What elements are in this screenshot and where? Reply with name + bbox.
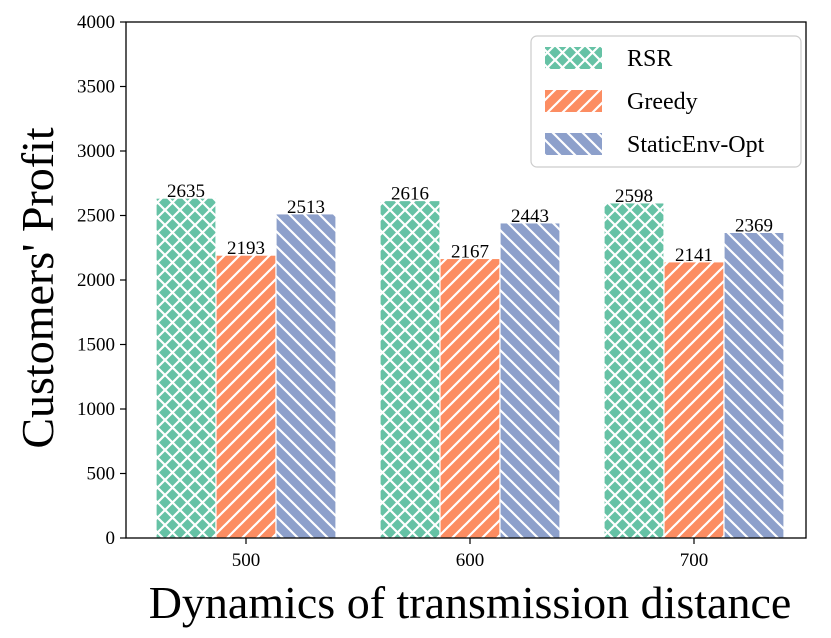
data-label-greedy-500: 2193 (227, 238, 265, 259)
legend-swatch-hatch-staticenv-opt (545, 133, 602, 155)
x-axis: 500 600 700 (232, 538, 709, 571)
y-axis: 0 500 1000 1500 2000 2500 3000 3500 4000 (77, 12, 126, 549)
y-tick-label: 3500 (77, 77, 115, 98)
bar-hatch-rsr-500 (156, 198, 216, 538)
data-label-rsr-700: 2598 (615, 186, 653, 207)
data-label-staticenv-opt-600: 2443 (511, 206, 549, 227)
y-axis-label: Customers' Profit (12, 127, 63, 449)
legend-label-staticenv-opt: StaticEnv-Opt (627, 132, 765, 158)
bar-hatch-staticenv-opt-500 (276, 213, 336, 538)
y-tick-label: 1000 (77, 399, 115, 420)
bar-hatch-staticenv-opt-600 (500, 222, 560, 538)
x-tick-label: 600 (456, 550, 485, 571)
legend-label-rsr: RSR (627, 46, 672, 72)
bar-hatch-greedy-700 (664, 261, 724, 538)
y-tick-label: 4000 (77, 12, 115, 33)
y-tick-label: 3000 (77, 141, 115, 162)
data-label-staticenv-opt-500: 2513 (287, 197, 325, 218)
data-label-greedy-700: 2141 (675, 245, 713, 266)
data-labels-group: 2635 2193 2513 2616 2167 2443 2598 2141 2369 (167, 181, 773, 266)
bar-hatch-rsr-700 (604, 202, 664, 538)
y-tick-label: 500 (87, 464, 116, 485)
data-label-staticenv-opt-700: 2369 (735, 215, 773, 236)
legend-swatch-hatch-rsr (545, 47, 602, 69)
legend: RSR Greedy StaticEnv-Opt (530, 35, 802, 168)
bar-hatch-staticenv-opt-700 (724, 232, 784, 539)
data-label-greedy-600: 2167 (451, 241, 489, 262)
y-tick-label: 2000 (77, 270, 115, 291)
data-label-rsr-600: 2616 (391, 184, 429, 205)
legend-label-greedy: Greedy (627, 89, 698, 115)
y-tick-label: 2500 (77, 206, 115, 227)
legend-swatch-hatch-greedy (545, 90, 602, 112)
bar-hatch-greedy-500 (216, 255, 276, 538)
x-tick-label: 500 (232, 550, 261, 571)
bar-hatch-rsr-600 (380, 200, 440, 538)
bar-hatch-greedy-600 (440, 258, 500, 538)
data-label-rsr-500: 2635 (167, 181, 205, 202)
x-axis-label: Dynamics of transmission distance (149, 577, 792, 628)
y-tick-label: 1500 (77, 335, 115, 356)
x-tick-label: 700 (680, 550, 709, 571)
bars-group (155, 197, 785, 539)
y-tick-label: 0 (106, 528, 116, 549)
